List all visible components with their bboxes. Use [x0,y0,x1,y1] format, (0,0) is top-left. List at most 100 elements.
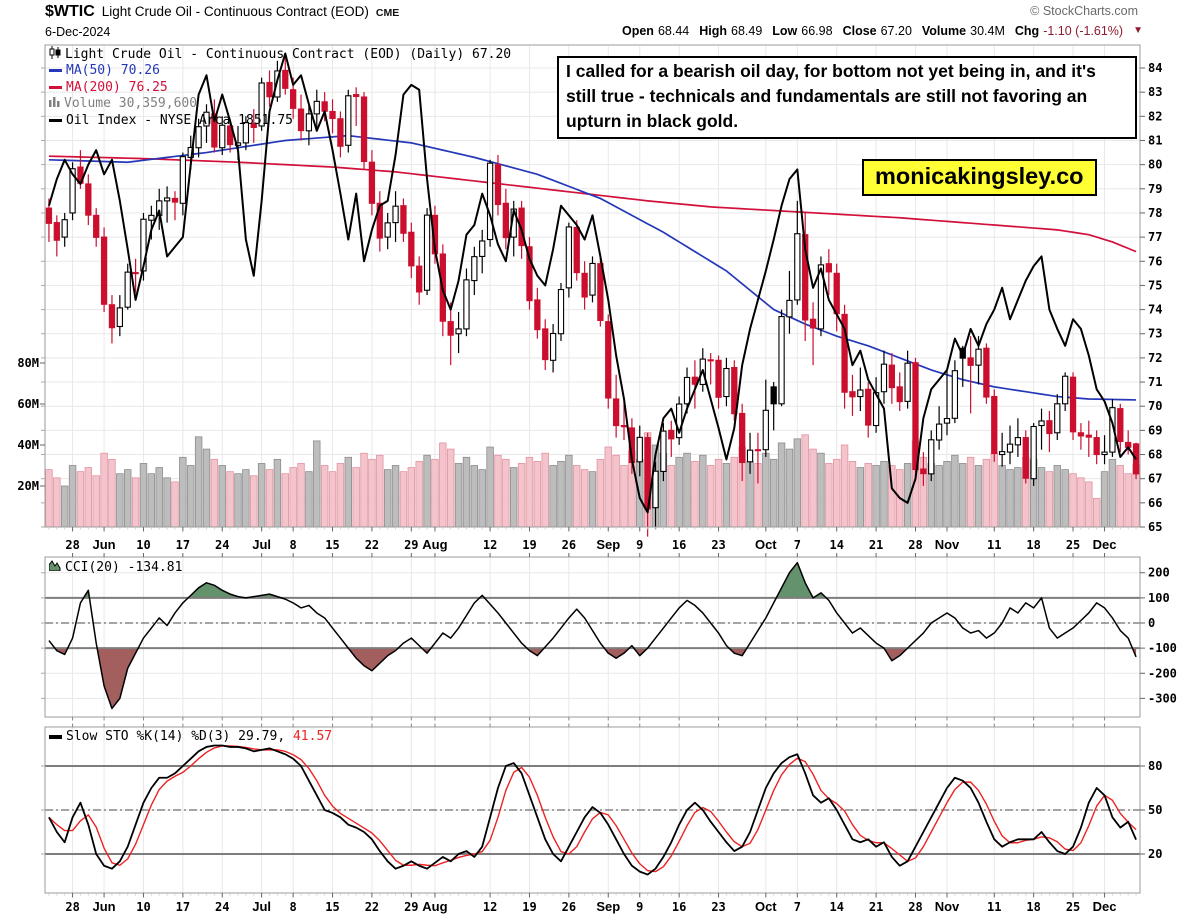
axis-label: 65 [1148,520,1162,534]
axis-label: 84 [1148,61,1162,75]
axis-label: 17 [176,538,190,552]
main-legend: Light Crude Oil - Continuous Contract (E… [49,45,512,129]
legend-volume-row: Volume 30,359,600 [49,96,511,113]
axis-label: -100 [1148,641,1177,655]
quote-bar: Open 68.44 High 68.49 Low 66.98 Close 67.20 … [622,24,1143,38]
axis-label: 24 [215,538,229,552]
sto-line-icon [49,734,62,739]
chg-down-arrow-icon: ▼ [1133,25,1143,36]
axis-label: 17 [176,900,190,914]
axis-label: 28 [908,538,922,552]
axis-label: Dec [1093,537,1117,552]
axis-label: 80M [17,356,39,370]
axis-label: 83 [1148,85,1162,99]
axis-label: 76 [1148,254,1162,268]
axis-label: Oct [755,899,777,914]
axis-label: 8 [290,900,297,914]
axis-label: Jul [252,537,271,552]
axis-label: 16 [672,900,686,914]
axis-label: 100 [1148,591,1170,605]
axis-label: 19 [522,900,536,914]
volume-value: 30.4M [970,24,1005,38]
axis-label: Sep [596,537,620,552]
axis-label: 23 [711,538,725,552]
axis-label: 26 [562,538,576,552]
axis-label: 74 [1148,303,1162,317]
chart-header: $WTIC Light Crude Oil - Continuous Contr… [45,3,399,21]
ticker-symbol: $WTIC [45,3,95,20]
axis-label: 29 [404,900,418,914]
axis-label: 25 [1066,538,1080,552]
cci-legend: CCI(20) -134.81 [48,559,182,575]
axis-label: Sep [596,899,620,914]
axis-label: 28 [65,900,79,914]
candlestick-icon [49,45,61,63]
axis-label: 20M [17,479,39,493]
axis-label: 9 [636,900,643,914]
axis-label: 78 [1148,206,1162,220]
axis-label: 11 [987,538,1001,552]
axis-label: 21 [869,538,883,552]
legend-ma50-text: MA(50) 70.26 [66,63,160,79]
axis-label: 22 [365,538,379,552]
copyright-text: © StockCharts.com [1030,4,1138,18]
axis-label: 77 [1148,230,1162,244]
sto-legend-red: 41.57 [292,729,333,744]
close-value: 67.20 [880,24,912,38]
legend-volume-text: Volume 30,359,600 [64,96,198,112]
instrument-title: Light Crude Oil - Continuous Contract (E… [101,4,369,19]
axis-label: 15 [325,538,339,552]
axis-label: 79 [1148,182,1162,196]
axis-label: 10 [136,538,150,552]
axis-label: 28 [65,538,79,552]
axis-label: 9 [636,538,643,552]
axis-label: Oct [755,537,777,552]
high-value: 68.49 [731,24,763,38]
legend-price-text: Light Crude Oil - Continuous Contract (E… [65,46,512,62]
axis-label: 18 [1026,538,1040,552]
axis-label: 80 [1148,158,1162,172]
chg-label: Chg [1014,24,1040,38]
axis-label: 12 [483,900,497,914]
axis-label: 72 [1148,351,1162,365]
axis-label: 12 [483,538,497,552]
axis-label: 67 [1148,472,1162,486]
legend-ma200-text: MA(200) 76.25 [66,79,168,95]
axis-label: Nov [935,537,960,552]
axis-label: -300 [1148,691,1177,705]
open-label: Open [621,24,654,38]
ma200-line-icon [49,85,62,89]
axis-label: Nov [935,899,960,914]
axis-label: 7 [794,900,801,914]
axis-label: Aug [422,537,447,552]
volume-bars-icon [49,96,60,111]
low-value: 66.98 [801,24,833,38]
axis-label: Aug [422,899,447,914]
axis-label: 19 [522,538,536,552]
axis-label: 14 [829,538,843,552]
axis-label: 69 [1148,423,1162,437]
axis-label: 26 [562,900,576,914]
legend-ma50-row: MA(50) 70.26 [49,63,511,80]
axis-label: 40M [17,438,39,452]
open-value: 68.44 [657,24,690,38]
legend-oil-index-row: Oil Index - NYSE Arca 1851.75 [49,112,511,129]
axis-label: 81 [1148,133,1162,147]
exchange-label: CME [375,7,400,19]
axis-label: 21 [869,900,883,914]
legend-oil-index-text: Oil Index - NYSE Arca 1851.75 [66,112,293,128]
annotation-box: I called for a bearish oil day, for bott… [557,56,1137,139]
axis-label: 10 [136,900,150,914]
axis-label: 70 [1148,399,1162,413]
axis-label: 7 [794,538,801,552]
axis-label: Dec [1093,899,1117,914]
axis-label: 73 [1148,327,1162,341]
axis-label: 68 [1148,448,1162,462]
sto-legend: Slow STO %K(14) %D(3) 29.79, 41.57 [49,729,332,744]
axis-label: 25 [1066,900,1080,914]
watermark-badge: monicakingsley.co [862,159,1097,196]
axis-label: 66 [1148,496,1162,510]
low-label: Low [772,24,798,38]
